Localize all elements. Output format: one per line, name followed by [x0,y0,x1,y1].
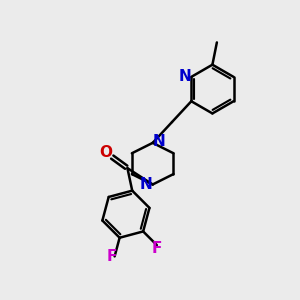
Text: O: O [99,145,112,160]
Text: F: F [152,241,162,256]
Text: N: N [179,69,192,84]
Text: N: N [153,134,166,149]
Text: F: F [106,249,117,264]
Text: N: N [140,177,152,192]
